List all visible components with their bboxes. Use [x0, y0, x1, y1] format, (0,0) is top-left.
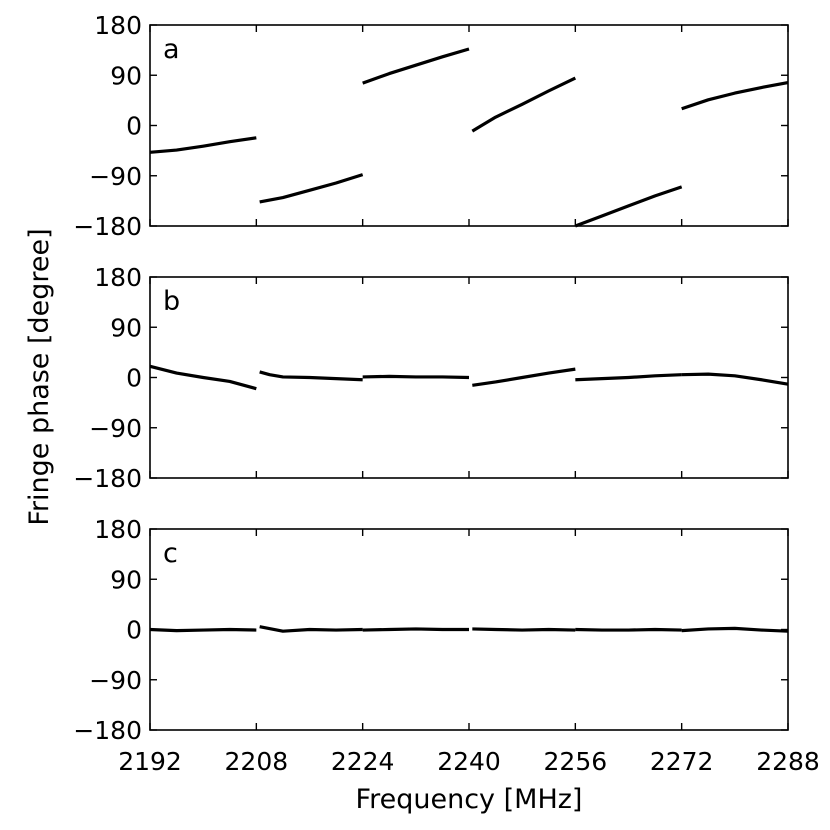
x-tick-label: 2256 — [544, 747, 608, 776]
phase-segment-b-4 — [472, 367, 576, 387]
phase-segment-b-5 — [575, 373, 682, 382]
phase-segment-c-6 — [681, 626, 789, 633]
y-tick-label: 90 — [110, 565, 142, 594]
phase-segment-a-3 — [362, 47, 470, 85]
x-tick-label: 2240 — [437, 747, 501, 776]
x-axis-label: Frequency [MHz] — [356, 784, 583, 815]
panel-frame — [149, 528, 789, 731]
phase-segment-c-1 — [149, 627, 257, 633]
panel-label: c — [163, 538, 178, 569]
phase-segment-a-5 — [574, 185, 683, 228]
y-tick-label: 90 — [110, 61, 142, 90]
phase-segment-a-4 — [471, 76, 577, 133]
y-tick-label: 90 — [110, 313, 142, 342]
y-tick-label: 180 — [94, 515, 142, 544]
y-tick-label: 0 — [126, 112, 142, 141]
phase-segment-a-1 — [149, 136, 257, 154]
x-tick-label: 2208 — [225, 747, 289, 776]
panel-label: b — [163, 286, 180, 317]
phase-segment-b-1 — [149, 364, 257, 391]
x-tick-label: 2288 — [756, 747, 820, 776]
panel-a: 180 90 0 −90 −180 a — [73, 11, 789, 241]
panel-frame — [149, 24, 789, 227]
phase-segment-b-6 — [681, 372, 789, 386]
y-tick-label: −180 — [73, 212, 142, 241]
phase-segment-b-2 — [259, 370, 363, 382]
phase-segment-a-2 — [259, 173, 364, 204]
y-tick-label: −90 — [89, 414, 142, 443]
phase-segment-c-5 — [575, 627, 682, 632]
x-tick-label: 2224 — [331, 747, 395, 776]
panel-frame — [149, 276, 789, 479]
y-tick-label: −90 — [89, 162, 142, 191]
y-tick-label: −180 — [73, 716, 142, 745]
phase-segment-c-4 — [472, 627, 576, 632]
x-tick-label: 2272 — [650, 747, 714, 776]
phase-segment-a-6 — [681, 80, 789, 111]
y-tick-label: 180 — [94, 11, 142, 40]
y-tick-label: 0 — [126, 616, 142, 645]
phase-segment-b-3 — [362, 374, 470, 380]
y-tick-label: 0 — [126, 364, 142, 393]
phase-segment-c-3 — [362, 627, 469, 632]
panel-label: a — [163, 34, 180, 65]
y-tick-label: −90 — [89, 666, 142, 695]
y-tick-label: 180 — [94, 263, 142, 292]
x-tick-label: 2192 — [118, 747, 182, 776]
panel-c: 180 90 0 −90 −180 c 2192 2208 2224 2240 2256 2272 22… — [73, 515, 819, 776]
y-axis-label: Fringe phase [degree] — [24, 228, 55, 525]
y-tick-label: −180 — [73, 464, 142, 493]
panel-b: 180 90 0 −90 −180 b — [73, 263, 789, 493]
phase-segment-c-2 — [259, 625, 363, 633]
